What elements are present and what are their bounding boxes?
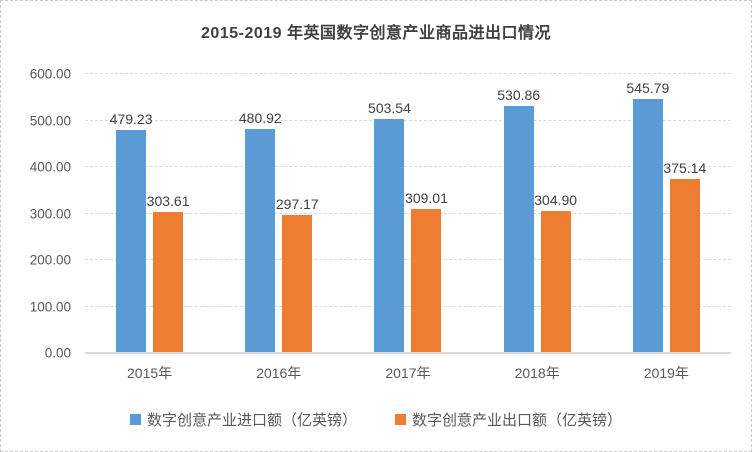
bar-value-label: 480.92 (238, 110, 282, 127)
x-axis: 2015年 2016年 2017年 2018年 2019年 (85, 363, 731, 383)
gridline (85, 212, 731, 214)
bar-value-label: 503.54 (368, 99, 411, 116)
bar-2016年-数字创意产业进口额（亿英镑）: 480.92 (239, 110, 282, 353)
category-group-2016年: 480.92 297.17 (214, 74, 343, 353)
bar-rect (116, 130, 147, 353)
x-tick-label-2017年: 2017年 (385, 365, 431, 381)
bar-rect (503, 106, 534, 353)
gridline (85, 119, 731, 121)
bar-value-label: 309.01 (405, 190, 448, 207)
gridline (85, 166, 731, 167)
bar-value-label: 545.79 (626, 80, 670, 97)
y-tick-label: 600.00 (29, 66, 71, 82)
legend-swatch-icon (395, 414, 406, 425)
x-tick-label-2019年: 2019年 (643, 365, 689, 381)
legend: 数字创意产业进口额（亿英镑） 数字创意产业出口额（亿英镑） (1, 409, 751, 430)
gridline (85, 259, 731, 260)
legend-label: 数字创意产业出口额（亿英镑） (412, 412, 623, 429)
gridline (85, 73, 731, 74)
bar-value-label: 303.61 (146, 192, 190, 209)
y-tick-label: 0.00 (44, 345, 71, 361)
bar-rect (669, 178, 700, 353)
bar-2019年-数字创意产业进口额（亿英镑）: 545.79 (626, 80, 669, 353)
plot-area: 479.23 303.61 480.92 297.17 503.54 309.01 530.… (85, 73, 731, 354)
x-axis-line (85, 352, 731, 354)
y-tick-label: 500.00 (29, 113, 71, 128)
bar-rect (632, 99, 663, 353)
bar-rect (374, 118, 405, 353)
bar-2015年-数字创意产业出口额（亿英镑）: 303.61 (147, 193, 190, 353)
legend-item: 数字创意产业出口额（亿英镑） (395, 409, 622, 430)
bar-2018年-数字创意产业进口额（亿英镑）: 530.86 (497, 87, 540, 353)
legend-swatch-icon (129, 414, 141, 425)
x-tick-label-2018年: 2018年 (514, 365, 560, 381)
bar-2019年-数字创意产业出口额（亿英镑）: 375.14 (663, 160, 706, 353)
gridline (85, 305, 731, 307)
y-tick-label: 400.00 (29, 159, 71, 175)
bar-rect (282, 214, 313, 353)
bar-value-label: 304.90 (534, 192, 578, 209)
bar-2017年-数字创意产业出口额（亿英镑）: 309.01 (405, 190, 448, 353)
bar-value-label: 375.14 (663, 159, 707, 176)
x-tick-label-2016年: 2016年 (256, 365, 302, 381)
bar-2018年-数字创意产业出口额（亿英镑）: 304.90 (534, 192, 577, 353)
y-tick-label: 200.00 (29, 252, 71, 268)
y-tick-label: 300.00 (29, 206, 71, 221)
bar-rect (540, 211, 571, 353)
bar-2017年-数字创意产业进口额（亿英镑）: 503.54 (368, 100, 411, 353)
legend-item: 数字创意产业进口额（亿英镑） (129, 409, 357, 430)
chart-title: 2015-2019 年英国数字创意产业商品进出口情况 (201, 25, 551, 42)
x-tick-label-2015年: 2015年 (127, 365, 173, 381)
bar-rect (411, 209, 442, 353)
bars-layer: 479.23 303.61 480.92 297.17 503.54 309.01 530.… (85, 74, 731, 353)
category-group-2015年: 479.23 303.61 (85, 74, 214, 353)
bar-rect (153, 211, 184, 353)
bar-value-label: 297.17 (275, 195, 319, 212)
bar-value-label: 479.23 (109, 111, 153, 128)
bar-value-label: 530.86 (497, 87, 541, 104)
bar-2015年-数字创意产业进口额（亿英镑）: 479.23 (110, 111, 153, 353)
bar-rect (245, 129, 276, 353)
legend-label: 数字创意产业进口额（亿英镑） (146, 412, 357, 429)
y-axis: 0.00 100.00 200.00 300.00 400.00 500.00 600.00 (1, 67, 75, 361)
category-group-2019年: 545.79 375.14 (602, 74, 731, 353)
bar-2016年-数字创意产业出口额（亿英镑）: 297.17 (276, 196, 319, 353)
category-group-2018年: 530.86 304.90 (473, 74, 602, 353)
category-group-2017年: 503.54 309.01 (343, 74, 472, 353)
y-tick-label: 100.00 (29, 299, 71, 314)
